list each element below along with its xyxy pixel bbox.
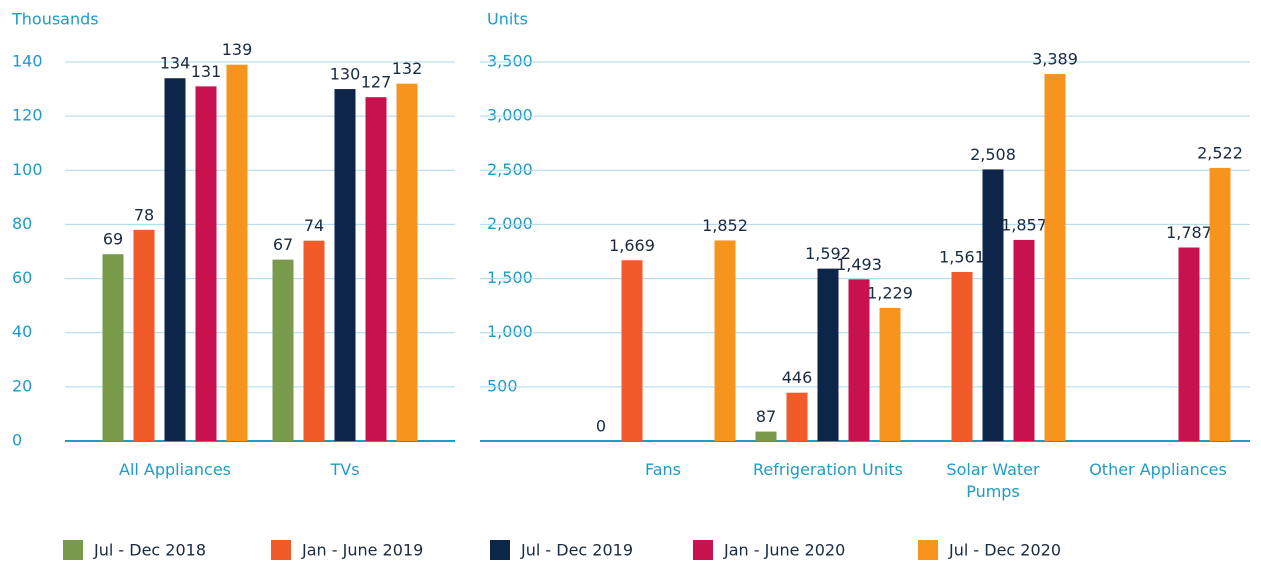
x-tick-label: TVs [330,460,360,479]
bar [786,392,808,441]
bar [714,240,736,441]
legend-label: Jan - June 2020 [723,541,845,560]
legend-label: Jul - Dec 2019 [520,541,633,560]
data-label: 1,669 [609,236,655,255]
bar [817,268,839,441]
legend-label: Jul - Dec 2018 [93,541,206,560]
bar [365,97,387,441]
data-label: 139 [222,40,253,59]
bar [133,229,155,441]
data-label: 130 [330,65,361,84]
legend-swatch [693,540,713,560]
bar [102,254,124,441]
y-tick-label: 20 [12,376,32,395]
data-label: 69 [103,230,123,249]
legend-swatch [63,540,83,560]
y-tick-label: 1,500 [487,268,533,287]
legend-swatch [490,540,510,560]
bar [164,78,186,441]
y-axis-title: Units [487,10,528,29]
y-tick-label: 140 [12,52,43,71]
bar [951,271,973,441]
data-label: 446 [782,368,813,387]
y-tick-label: 0 [12,431,22,450]
y-tick-label: 80 [12,214,32,233]
data-label: 1,561 [939,247,985,266]
data-label: 1,852 [702,216,748,235]
y-tick-label: 3,500 [487,52,533,71]
x-tick-label: Refrigeration Units [753,460,903,479]
bar [1044,74,1066,441]
y-tick-label: 1,000 [487,322,533,341]
legend-swatch [918,540,938,560]
y-tick-label: 3,000 [487,106,533,125]
y-tick-label: 100 [12,160,43,179]
legend-label: Jan - June 2019 [301,541,423,560]
data-label: 127 [361,73,392,92]
data-label: 87 [756,407,776,426]
bar [334,89,356,442]
y-tick-label: 40 [12,322,32,341]
data-label: 131 [191,62,222,81]
bar [272,259,294,441]
bar [303,240,325,441]
y-axis-title: Thousands [11,10,99,29]
x-tick-label: Solar Water Pumps [946,460,1040,501]
bar [848,279,870,441]
data-label: 2,508 [970,145,1016,164]
bar [755,431,777,441]
data-label: 1,857 [1001,215,1047,234]
data-label: 134 [160,54,191,73]
y-tick-label: 500 [487,376,518,395]
x-tick-label: Fans [644,460,681,479]
data-label: 2,522 [1197,143,1243,162]
data-label: 1,592 [805,244,851,263]
data-label: 1,493 [836,255,882,274]
y-tick-label: 120 [12,106,43,125]
data-label: 3,389 [1032,50,1078,69]
data-label: 67 [273,235,293,254]
y-tick-label: 2,500 [487,160,533,179]
bar [879,307,901,441]
x-tick-label: Other Appliances [1089,460,1227,479]
bar [195,86,217,441]
bar [396,83,418,442]
y-tick-label: 60 [12,268,32,287]
bar [1013,239,1035,441]
data-label: 132 [392,59,423,78]
y-tick-label: 2,000 [487,214,533,233]
data-label: 74 [304,216,324,235]
data-label: 78 [134,205,154,224]
data-label: 1,787 [1166,223,1212,242]
bar [226,64,248,441]
bar [1178,247,1200,441]
data-label: 1,229 [867,283,913,302]
bar [621,260,643,441]
x-tick-label: All Appliances [119,460,231,479]
bar [1209,167,1231,441]
data-label: 0 [596,417,606,436]
legend-swatch [271,540,291,560]
bar [982,169,1004,441]
legend-label: Jul - Dec 2020 [948,541,1061,560]
